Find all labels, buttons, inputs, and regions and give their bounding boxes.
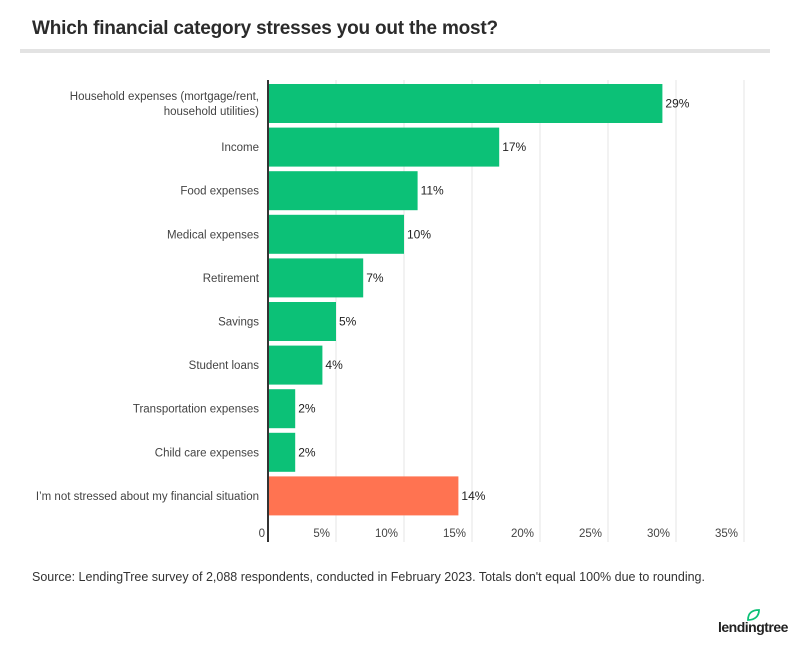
bar xyxy=(268,389,296,429)
data-label: 17% xyxy=(502,140,526,154)
data-label: 4% xyxy=(325,358,343,372)
category-label: Income xyxy=(221,142,259,154)
category-label: I’m not stressed about my financial situ… xyxy=(36,491,259,503)
data-label: 14% xyxy=(461,489,485,503)
data-label: 10% xyxy=(407,227,431,241)
bar xyxy=(268,214,404,254)
category-label: Savings xyxy=(218,317,259,329)
category-label: Transportation expenses xyxy=(133,404,259,416)
x-tick-label: 15% xyxy=(443,528,466,540)
x-tick-label: 25% xyxy=(579,528,602,540)
title-divider xyxy=(20,49,770,53)
data-label: 7% xyxy=(366,271,384,285)
x-tick-label: 30% xyxy=(647,528,670,540)
chart-title: Which financial category stresses you ou… xyxy=(32,18,498,39)
data-label: 2% xyxy=(298,402,316,416)
bar xyxy=(268,345,323,385)
bar xyxy=(268,171,418,211)
bar xyxy=(268,127,500,167)
x-tick-label: 0 xyxy=(259,528,265,540)
bar xyxy=(268,302,336,341)
category-label: household utilities) xyxy=(164,106,259,118)
source-note: Source: LendingTree survey of 2,088 resp… xyxy=(32,570,705,584)
bar xyxy=(268,432,296,472)
x-tick-label: 10% xyxy=(375,528,398,540)
bar xyxy=(268,258,364,298)
x-tick-label: 20% xyxy=(511,528,534,540)
category-label: Retirement xyxy=(203,273,260,285)
data-label: 29% xyxy=(665,97,689,111)
bar xyxy=(268,476,459,516)
data-label: 11% xyxy=(421,184,444,198)
lendingtree-logo: lendingtree xyxy=(718,609,788,639)
category-label: Medical expenses xyxy=(167,229,259,241)
data-label: 2% xyxy=(298,445,316,459)
bar xyxy=(268,84,663,123)
bar-chart: 0 5% 10% 15% 20% 25% 30% 35% 29% Household expens… xyxy=(36,80,745,542)
x-tick-label: 5% xyxy=(313,528,330,540)
category-label: Household expenses (mortgage/rent, xyxy=(70,91,259,103)
category-label: Child care expenses xyxy=(155,447,259,459)
x-tick-label: 35% xyxy=(715,528,738,540)
category-label: Food expenses xyxy=(180,186,259,198)
logo-text: lendingtree xyxy=(718,619,788,635)
leaf-icon xyxy=(747,609,760,621)
data-label: 5% xyxy=(339,315,357,329)
category-label: Student loans xyxy=(189,360,260,372)
